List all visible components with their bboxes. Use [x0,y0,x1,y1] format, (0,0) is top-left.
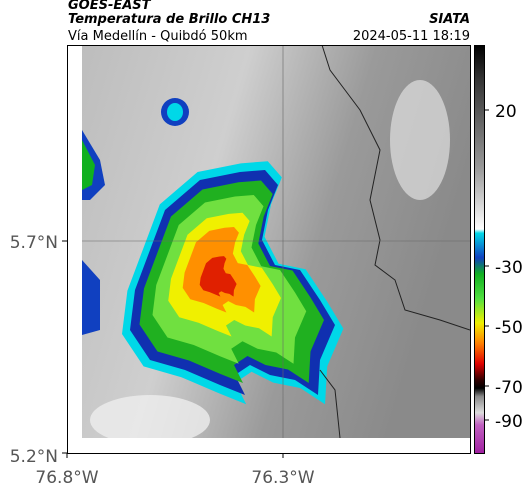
colorbar-tick: -70 [495,378,523,398]
location: Vía Medellín - Quibdó 50km [68,29,248,44]
colorbar-tick: -50 [495,318,523,338]
lon-label: 76.8°W [35,468,98,488]
product: GOES-EAST [68,0,152,13]
colorbar [474,45,485,454]
datetime: 2024-05-11 18:19 [353,29,470,44]
title: Temperatura de Brillo CH13 [68,12,270,27]
lat-label: 5.7°N [10,233,58,253]
colorbar-tick: -30 [495,258,523,278]
lon-label: 76.3°W [251,468,314,488]
colorbar-tick: -90 [495,412,523,432]
agency: SIATA [429,12,470,27]
colorbar-tick: 20 [495,102,517,122]
lat-label: 5.2°N [10,447,58,467]
satellite-image [82,45,470,438]
